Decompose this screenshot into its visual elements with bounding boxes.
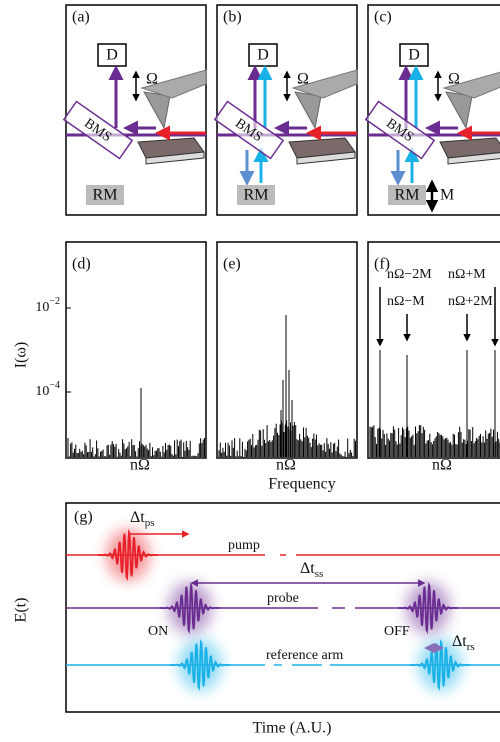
panel-label: (g) <box>74 509 93 526</box>
panel-label: (d) <box>72 256 91 273</box>
delay-sub: rs <box>467 641 475 653</box>
sample-side <box>447 152 500 165</box>
tip <box>294 91 322 130</box>
splitter-box <box>62 100 134 160</box>
tip <box>445 91 473 130</box>
tick-exp: −2 <box>49 296 60 307</box>
panel-frame <box>367 4 500 216</box>
panel-frame <box>65 4 207 216</box>
x-axis-label: Time (A.U.) <box>253 720 332 737</box>
mirror-label: RM <box>93 187 118 204</box>
reference-pulse <box>170 638 230 692</box>
x-tick-label: nΩ <box>276 457 296 474</box>
delay-label: Δtss <box>300 560 323 580</box>
mirror-box <box>388 185 426 205</box>
pulse-label: ON <box>148 624 168 639</box>
spectrum-trace <box>218 315 356 458</box>
modulation-label: Ω <box>297 71 309 88</box>
detector-label: D <box>257 47 269 64</box>
delay-main: Δt <box>300 560 315 577</box>
x-tick-label: nΩ <box>432 457 452 474</box>
pulse-label: OFF <box>384 624 410 639</box>
modulation-label: Ω <box>448 71 460 88</box>
pulse-label: reference arm <box>266 648 343 663</box>
panel-frame <box>367 241 500 459</box>
sample <box>439 137 500 159</box>
mirror-modulation-label: M <box>440 187 454 204</box>
mirror-box <box>86 185 124 205</box>
sideband-label: nΩ+2M <box>448 294 493 309</box>
panel-frame <box>216 4 358 216</box>
modulation-label: Ω <box>146 71 158 88</box>
cantilever <box>442 71 500 99</box>
pump-pulse <box>98 528 158 582</box>
x-tick-label: nΩ <box>130 457 150 474</box>
delay-label: Δtrs <box>452 633 475 653</box>
sideband-label: nΩ−M <box>387 294 425 309</box>
detector-label: D <box>408 47 420 64</box>
splitter-box <box>364 100 436 160</box>
reference-pulse <box>410 638 470 692</box>
probe-pulse <box>160 581 220 635</box>
delay-label: Δtps <box>130 509 155 529</box>
splitter: BMS <box>213 100 285 160</box>
sample-side <box>145 151 205 165</box>
mirror-label: RM <box>395 187 420 204</box>
cantilever <box>140 69 207 99</box>
mirror-label: RM <box>244 187 269 204</box>
probe-pulse <box>398 581 458 635</box>
spectrum-trace <box>67 388 205 458</box>
mirror-box <box>237 185 275 205</box>
panel-label: (a) <box>72 9 90 26</box>
delay-sub: ps <box>145 517 155 529</box>
panel-label: (b) <box>223 9 242 26</box>
cantilever <box>291 69 358 99</box>
panel-frame <box>65 241 207 459</box>
panel-frame <box>216 241 358 459</box>
panel-label: (e) <box>223 256 241 273</box>
delay-sub: ss <box>315 568 324 580</box>
panel-label: (c) <box>374 9 392 26</box>
y-axis-label: I(ω) <box>13 342 30 369</box>
y-tick-label: 10−4 <box>35 380 60 399</box>
splitter: BMS <box>364 100 436 160</box>
tip <box>143 91 171 130</box>
delay-main: Δt <box>130 509 145 526</box>
pulse-label: pump <box>228 538 260 553</box>
spectrum-trace <box>369 350 500 457</box>
y-tick-label: 10−2 <box>35 296 60 315</box>
y-axis-label: E(t) <box>13 598 30 623</box>
splitter: BMS <box>62 100 134 160</box>
detector-label: D <box>106 47 118 64</box>
sample-side <box>296 151 356 165</box>
splitter-box <box>213 100 285 160</box>
sideband-label: nΩ−2M <box>387 267 432 282</box>
pulse-label: probe <box>267 591 299 606</box>
delay-main: Δt <box>452 633 467 650</box>
tick-base: 10 <box>35 300 49 315</box>
panel-label: (f) <box>374 256 390 273</box>
x-axis-label: Frequency <box>268 476 336 493</box>
tick-exp: −4 <box>49 380 60 391</box>
tick-base: 10 <box>35 384 49 399</box>
sideband-label: nΩ+M <box>448 267 486 282</box>
